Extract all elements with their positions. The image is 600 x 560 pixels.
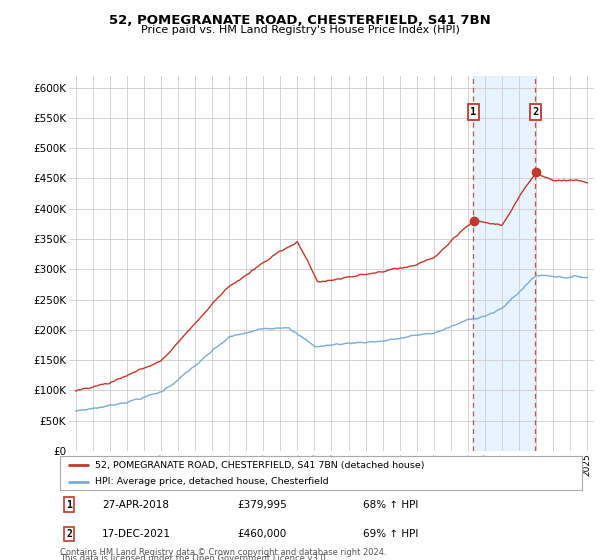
Text: Contains HM Land Registry data © Crown copyright and database right 2024.: Contains HM Land Registry data © Crown c…	[60, 548, 386, 557]
Text: 52, POMEGRANATE ROAD, CHESTERFIELD, S41 7BN (detached house): 52, POMEGRANATE ROAD, CHESTERFIELD, S41 …	[95, 461, 425, 470]
Text: Price paid vs. HM Land Registry's House Price Index (HPI): Price paid vs. HM Land Registry's House …	[140, 25, 460, 35]
Text: 27-APR-2018: 27-APR-2018	[102, 500, 169, 510]
Text: 2: 2	[67, 529, 73, 539]
Text: 68% ↑ HPI: 68% ↑ HPI	[363, 500, 418, 510]
Text: HPI: Average price, detached house, Chesterfield: HPI: Average price, detached house, Ches…	[95, 477, 329, 486]
Bar	[473, 76, 535, 451]
Text: 52, POMEGRANATE ROAD, CHESTERFIELD, S41 7BN: 52, POMEGRANATE ROAD, CHESTERFIELD, S41 …	[109, 14, 491, 27]
Text: £460,000: £460,000	[238, 529, 287, 539]
Text: 17-DEC-2021: 17-DEC-2021	[102, 529, 171, 539]
Text: This data is licensed under the Open Government Licence v3.0.: This data is licensed under the Open Gov…	[60, 554, 328, 560]
Text: 1: 1	[470, 107, 476, 117]
Text: 69% ↑ HPI: 69% ↑ HPI	[363, 529, 418, 539]
Text: 1: 1	[67, 500, 73, 510]
Text: 2: 2	[532, 107, 538, 117]
Text: £379,995: £379,995	[238, 500, 287, 510]
